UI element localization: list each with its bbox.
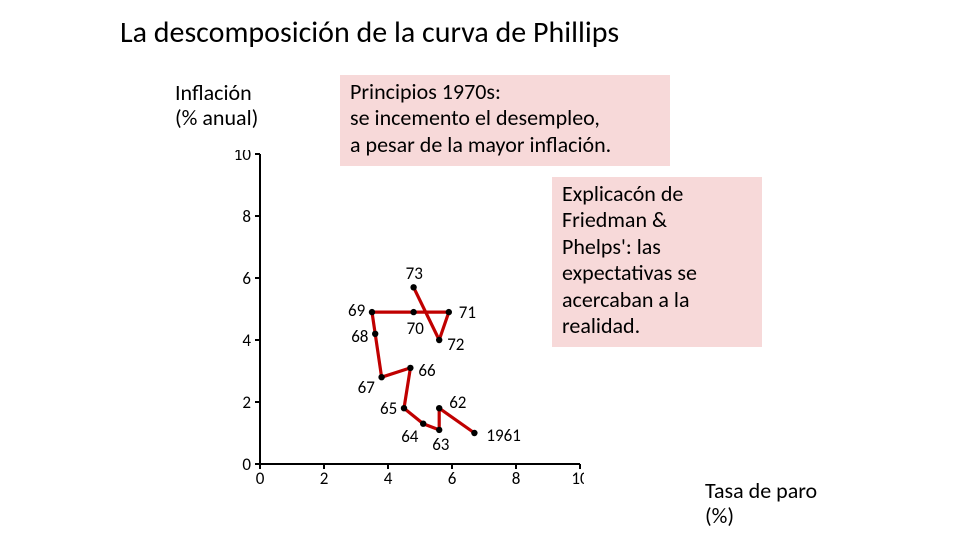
- data-point: [378, 374, 384, 380]
- data-point: [401, 405, 407, 411]
- y-tick-label: 0: [242, 454, 251, 475]
- y-axis-label: Inflación (% anual): [175, 80, 258, 131]
- data-point: [436, 405, 442, 411]
- x-tick-label: 2: [320, 468, 329, 486]
- y-tick-label: 8: [242, 206, 251, 227]
- point-label: 69: [348, 302, 365, 319]
- callout-friedman-l4: expectativas se: [562, 259, 697, 286]
- callout-1970s-l1: Principios 1970s:: [350, 78, 501, 105]
- callout-friedman-l2: Friedman &: [562, 206, 667, 233]
- callout-friedman-l6: realidad.: [562, 312, 640, 339]
- x-tick-label: 4: [384, 468, 393, 486]
- y-tick-label: 2: [242, 392, 251, 413]
- point-label: 70: [407, 320, 424, 337]
- data-point: [410, 284, 416, 290]
- x-tick-label: 8: [512, 468, 521, 486]
- y-tick-label: 6: [242, 268, 251, 289]
- y-tick-label: 4: [242, 330, 251, 351]
- slide-title: La descomposición de la curva de Phillip…: [120, 14, 619, 51]
- point-label: 1961: [486, 427, 520, 444]
- y-tick-label: 10: [234, 150, 252, 165]
- point-label: 63: [432, 436, 449, 453]
- data-point: [369, 309, 375, 315]
- point-label: 64: [401, 428, 418, 445]
- point-label: 72: [447, 336, 464, 353]
- x-axis-label-line2: (%): [705, 502, 734, 529]
- callout-1970s-l2: se incemento el desempleo,: [350, 104, 600, 131]
- x-axis-label: Tasa de paro (%): [705, 478, 817, 529]
- callout-friedman-l3: Phelps': las: [562, 233, 661, 260]
- callout-friedman-l1: Explicacón de: [562, 180, 683, 207]
- point-label: 62: [449, 394, 466, 411]
- x-axis-label-line1: Tasa de paro: [705, 477, 817, 504]
- callout-1970s: Principios 1970s: se incemento el desemp…: [340, 75, 670, 166]
- data-point: [407, 365, 413, 371]
- point-label: 67: [358, 379, 375, 396]
- point-label: 68: [351, 328, 368, 345]
- callout-1970s-l3: a pesar de la mayor inflación.: [350, 131, 611, 158]
- data-point: [372, 331, 378, 337]
- x-tick-label: 6: [448, 468, 457, 486]
- data-point: [410, 309, 416, 315]
- data-point: [446, 309, 452, 315]
- point-label: 65: [380, 400, 397, 417]
- data-point: [471, 430, 477, 436]
- y-axis-label-line1: Inflación: [175, 79, 252, 106]
- data-point: [436, 427, 442, 433]
- point-label: 73: [406, 265, 423, 282]
- callout-friedman: Explicacón de Friedman & Phelps': las ex…: [552, 177, 762, 347]
- x-tick-label: 10: [571, 468, 584, 486]
- data-point: [420, 421, 426, 427]
- callout-friedman-l5: acercaban a la: [562, 286, 690, 313]
- data-point: [436, 337, 442, 343]
- point-label: 71: [459, 304, 476, 321]
- point-label: 66: [418, 362, 435, 379]
- y-axis-label-line2: (% anual): [175, 104, 258, 131]
- phillips-chart: 0246810024681019616263646566676869707172…: [230, 150, 584, 486]
- x-tick-label: 0: [256, 468, 265, 486]
